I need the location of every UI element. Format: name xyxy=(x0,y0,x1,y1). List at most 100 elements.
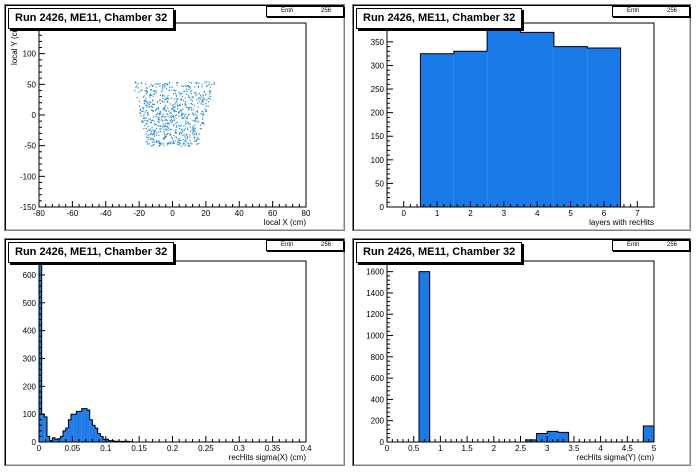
scatter-point xyxy=(175,137,177,139)
scatter-point xyxy=(189,123,191,125)
scatter-point xyxy=(181,116,183,119)
scatter-point xyxy=(186,90,188,92)
scatter-point xyxy=(155,108,158,110)
plot-sigma-x: 0 0.05 0.1 0.15 0.2 0.25 0.3 0.35 0.4 0 100 200 300 4… xyxy=(23,260,312,462)
y-tick-label: 50 xyxy=(375,179,384,188)
scatter-point xyxy=(173,117,175,119)
scatter-point xyxy=(150,121,152,124)
x-tick-label: 5 xyxy=(568,209,573,218)
scatter-point xyxy=(162,108,164,110)
scatter-point xyxy=(145,117,147,119)
x-axis-label: recHits sigma(X) (cm) xyxy=(229,453,307,462)
scatter-point xyxy=(210,91,212,93)
scatter-point xyxy=(175,114,178,116)
scatter-point xyxy=(155,113,157,116)
scatter-point xyxy=(198,138,200,140)
histogram-bar xyxy=(44,416,48,442)
scatter-point xyxy=(177,138,179,140)
scatter-point xyxy=(149,94,151,96)
scatter-point xyxy=(178,112,180,114)
scatter-point xyxy=(208,97,210,99)
scatter-point xyxy=(200,128,202,130)
x-axis-label: local X (cm) xyxy=(264,218,307,227)
scatter-point xyxy=(170,141,172,143)
scatter-point xyxy=(176,126,178,128)
scatter-point xyxy=(188,144,190,146)
scatter-point xyxy=(150,139,152,141)
scatter-point xyxy=(157,83,159,85)
scatter-point xyxy=(173,110,175,112)
scatter-point xyxy=(187,122,190,124)
scatter-point xyxy=(180,129,182,131)
scatter-point xyxy=(164,83,166,85)
scatter-point xyxy=(197,121,200,123)
scatter-point xyxy=(202,111,204,113)
scatter-point xyxy=(164,125,166,127)
y-tick-label: 300 xyxy=(371,61,385,70)
scatter-point xyxy=(161,89,164,91)
scatter-point xyxy=(164,105,167,107)
scatter-point xyxy=(186,137,188,139)
scatter-point xyxy=(180,98,182,100)
scatter-point xyxy=(193,136,196,138)
histogram-bar xyxy=(87,409,90,442)
scatter-point xyxy=(202,98,205,100)
scatter-point xyxy=(197,106,199,108)
scatter-point xyxy=(171,107,173,109)
scatter-point xyxy=(184,104,186,106)
scatter-point xyxy=(163,95,165,97)
scatter-point xyxy=(159,83,161,85)
scatter-point xyxy=(196,98,198,101)
scatter-point xyxy=(195,133,198,135)
scatter-point xyxy=(134,89,136,92)
scatter-point xyxy=(185,139,187,141)
scatter-point xyxy=(136,85,138,87)
scatter-point xyxy=(141,89,143,91)
scatter-point xyxy=(174,130,176,132)
scatter-point xyxy=(155,134,158,136)
histogram-bar xyxy=(420,53,454,207)
scatter-point xyxy=(153,93,156,95)
scatter-point xyxy=(172,107,174,109)
scatter-point xyxy=(196,115,198,117)
scatter-point xyxy=(150,105,152,108)
scatter-point xyxy=(141,110,143,113)
scatter-point xyxy=(192,130,195,133)
scatter-point xyxy=(154,135,156,137)
scatter-point xyxy=(185,122,187,124)
scatter-point xyxy=(153,141,155,144)
scatter-point xyxy=(182,143,184,145)
x-tick-label: 4.5 xyxy=(622,444,634,453)
scatter-point xyxy=(175,122,177,125)
scatter-point xyxy=(205,110,207,112)
scatter-point xyxy=(161,95,164,97)
scatter-point xyxy=(181,131,183,133)
scatter-point xyxy=(190,102,192,105)
scatter-point xyxy=(196,93,198,95)
scatter-point xyxy=(149,134,151,136)
scatter-point xyxy=(158,144,160,146)
scatter-point xyxy=(145,127,147,130)
scatter-point xyxy=(162,87,164,89)
scatter-point xyxy=(135,82,137,84)
scatter-point xyxy=(143,99,145,101)
x-tick-label: 1 xyxy=(435,209,440,218)
scatter-point xyxy=(162,113,164,115)
x-tick-label: 4 xyxy=(598,444,603,453)
scatter-point xyxy=(143,100,145,102)
x-tick-label: 1.5 xyxy=(462,444,474,453)
scatter-point xyxy=(162,120,164,122)
scatter-point xyxy=(149,86,151,88)
scatter-point xyxy=(151,138,153,140)
scatter-point xyxy=(182,113,184,115)
scatter-point xyxy=(168,129,170,131)
scatter-point xyxy=(164,98,166,100)
scatter-point xyxy=(153,116,155,118)
scatter-point xyxy=(202,96,204,98)
scatter-point xyxy=(192,112,194,114)
y-tick-label: 100 xyxy=(23,50,37,59)
scatter-point xyxy=(195,82,197,84)
scatter-point xyxy=(182,103,184,105)
scatter-point xyxy=(187,85,189,87)
scatter-point xyxy=(164,108,166,110)
